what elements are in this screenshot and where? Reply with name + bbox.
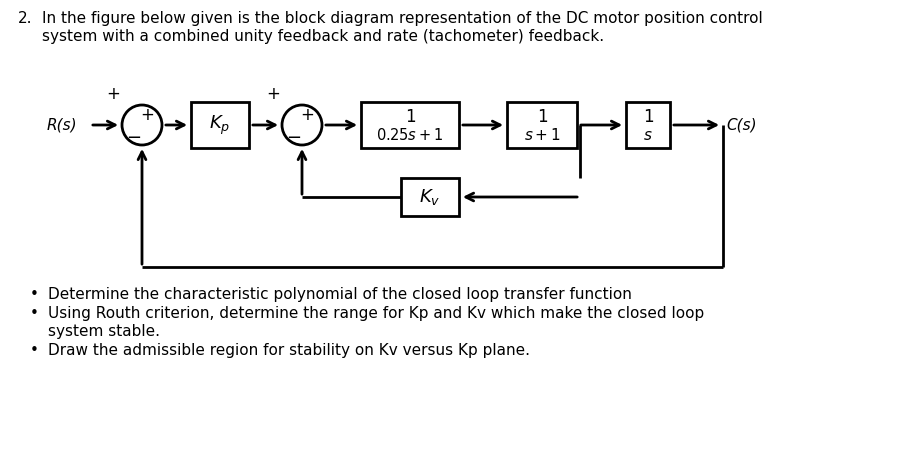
Bar xyxy=(361,102,459,148)
Text: $s+1$: $s+1$ xyxy=(524,127,560,143)
Circle shape xyxy=(282,105,322,145)
Text: +: + xyxy=(300,106,314,124)
Text: C(s): C(s) xyxy=(726,117,757,132)
Bar xyxy=(401,178,459,216)
Text: −: − xyxy=(126,129,142,147)
Text: •: • xyxy=(30,343,39,358)
Text: 1: 1 xyxy=(405,108,415,126)
Text: system stable.: system stable. xyxy=(48,324,160,339)
Text: +: + xyxy=(140,106,154,124)
Text: $0.25s+1$: $0.25s+1$ xyxy=(377,127,443,143)
Text: $K_v$: $K_v$ xyxy=(420,187,441,207)
Text: In the figure below given is the block diagram representation of the DC motor po: In the figure below given is the block d… xyxy=(42,11,763,26)
Text: +: + xyxy=(106,85,120,103)
Circle shape xyxy=(122,105,162,145)
Text: +: + xyxy=(266,85,280,103)
Text: R(s): R(s) xyxy=(47,117,78,132)
Text: •: • xyxy=(30,287,39,302)
Text: −: − xyxy=(286,129,302,147)
Text: system with a combined unity feedback and rate (tachometer) feedback.: system with a combined unity feedback an… xyxy=(42,29,604,44)
Text: Using Routh criterion, determine the range for Kp and Kv which make the closed l: Using Routh criterion, determine the ran… xyxy=(48,306,705,321)
Bar xyxy=(507,102,577,148)
Text: $s$: $s$ xyxy=(643,127,653,142)
Text: Determine the characteristic polynomial of the closed loop transfer function: Determine the characteristic polynomial … xyxy=(48,287,632,302)
Bar xyxy=(626,102,670,148)
Text: Draw the admissible region for stability on Kv versus Kp plane.: Draw the admissible region for stability… xyxy=(48,343,530,358)
Bar xyxy=(191,102,249,148)
Text: 2.: 2. xyxy=(18,11,33,26)
Text: 1: 1 xyxy=(537,108,547,126)
Text: •: • xyxy=(30,306,39,321)
Text: $K_p$: $K_p$ xyxy=(209,113,230,136)
Text: 1: 1 xyxy=(643,108,654,126)
